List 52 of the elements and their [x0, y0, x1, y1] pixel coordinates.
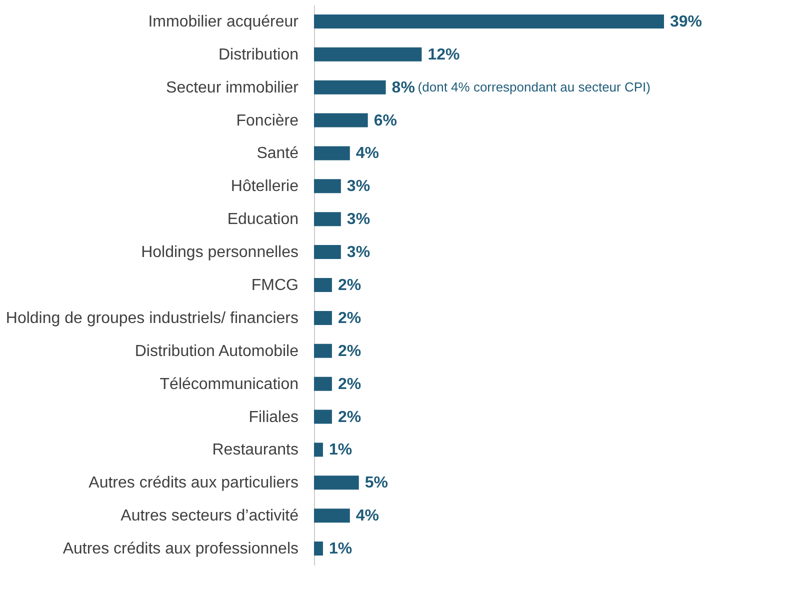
bar [314, 113, 368, 128]
y-tick-label: Distribution [218, 46, 298, 64]
y-tick-label: Immobilier acquéreur [148, 13, 300, 30]
bar [314, 542, 323, 556]
data-label: 4% [356, 508, 380, 525]
y-tick-label: Holdings personnelles [141, 244, 298, 262]
y-tick-label: Secteur immobilier [166, 79, 300, 96]
bar [314, 245, 341, 260]
data-label: 8% [392, 79, 415, 96]
data-label: 2% [338, 408, 362, 426]
data-label: 6% [374, 112, 397, 130]
data-label: 1% [328, 540, 352, 558]
bar [314, 47, 422, 62]
data-label: 4% [356, 145, 380, 162]
y-tick-label: Autres crédits aux particuliers [88, 474, 298, 492]
y-tick-label: Education [227, 211, 298, 228]
data-label: 3% [346, 211, 370, 228]
y-tick-label: Foncière [236, 112, 299, 130]
bar [314, 508, 350, 523]
y-tick-label: Distribution Automobile [134, 342, 299, 360]
y-tick-label: Télécommunication [160, 376, 298, 393]
y-tick-label: Autres secteurs d’activité [120, 508, 299, 525]
data-label: 5% [364, 474, 388, 492]
bar [314, 212, 341, 226]
bar [314, 310, 332, 325]
annotation: (dont 4% correspondant au secteur CPI) [418, 79, 650, 94]
data-label: 3% [346, 244, 370, 262]
data-label: 12% [428, 46, 460, 64]
data-label: 2% [338, 342, 362, 360]
y-tick-label: Restaurants [212, 442, 298, 459]
bar [314, 146, 350, 160]
bar [314, 476, 359, 490]
y-tick-label: Autres crédits aux professionnels [62, 540, 298, 558]
y-tick-label: Holding de groupes industriels/ financiers [6, 310, 298, 327]
bar [314, 179, 341, 194]
y-tick-label: Santé [256, 145, 299, 162]
data-label: 1% [328, 442, 352, 459]
y-tick-label: Hôtellerie [230, 178, 299, 196]
data-label: 2% [338, 310, 362, 327]
data-label: 3% [346, 178, 370, 196]
bar [314, 14, 664, 28]
bar [314, 410, 332, 424]
bar [314, 442, 323, 457]
bar [314, 80, 386, 94]
bar [314, 278, 332, 292]
bar [314, 344, 332, 358]
data-label: 2% [338, 277, 362, 294]
data-label: 39% [670, 13, 702, 30]
data-label: 2% [338, 376, 362, 393]
bar [314, 376, 332, 391]
y-tick-label: FMCG [251, 277, 298, 294]
y-tick-label: Filiales [248, 408, 298, 426]
